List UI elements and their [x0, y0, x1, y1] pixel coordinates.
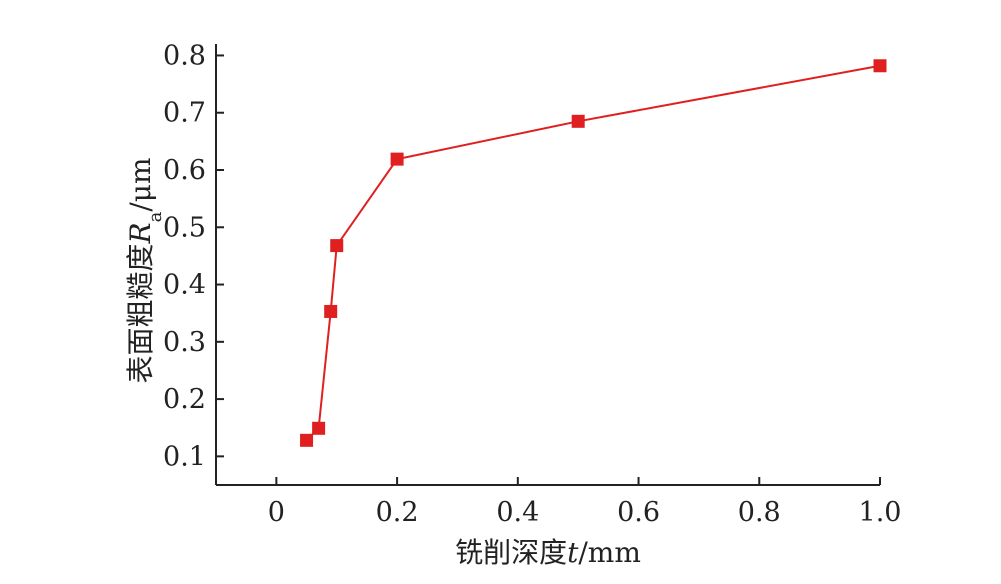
tick-labels: 0 0.2 0.4 0.6 0.8 1.0 0.1 0.2 0.3 0.4 0.5 0.6 0.7 0.8: [163, 40, 901, 528]
y-tick-label-6: 0.7: [163, 98, 206, 129]
tick-marks: [216, 54, 881, 485]
series-0-point-2: [324, 304, 338, 318]
y-tick-label-0: 0.1: [163, 441, 206, 472]
y-axis-title: 表面粗糙度Ra/μm: [124, 157, 166, 383]
x-tick-label-2: 0.4: [496, 497, 539, 528]
y-tick-label-4: 0.5: [163, 212, 206, 243]
y-axis-title-part-0: 表面粗糙度: [124, 244, 157, 384]
y-tick-label-1: 0.2: [163, 384, 206, 415]
series-0-point-4: [390, 152, 404, 166]
y-tick-label-2: 0.3: [163, 327, 206, 358]
x-tick-label-3: 0.6: [617, 497, 660, 528]
x-tick-label-0: 0: [268, 497, 285, 528]
series-0-point-6: [873, 59, 887, 73]
y-axis-title-part-3: /μm: [124, 157, 157, 211]
series-layer: [300, 59, 887, 447]
series-0-point-3: [330, 239, 344, 253]
x-tick-label-5: 1.0: [859, 497, 902, 528]
series-0-point-1: [312, 421, 326, 435]
y-axis-title-part-2: a: [145, 211, 166, 222]
x-axis-title-part-1: t: [567, 536, 579, 569]
x-axis-title: 铣削深度t/mm: [455, 536, 641, 569]
axes: [215, 44, 880, 486]
series-0-point-5: [571, 114, 585, 128]
series-0-line: [305, 64, 881, 442]
x-axis-title-part-0: 铣削深度: [455, 536, 567, 569]
series-0-point-0: [300, 433, 314, 447]
y-tick-label-5: 0.6: [163, 155, 206, 186]
x-tick-label-1: 0.2: [376, 497, 419, 528]
x-tick-label-4: 0.8: [738, 497, 781, 528]
y-tick-label-3: 0.4: [163, 270, 206, 301]
y-tick-label-7: 0.8: [163, 40, 206, 71]
y-axis-title-part-1: R: [124, 222, 157, 244]
axis-titles: 铣削深度t/mm 表面粗糙度Ra/μm: [124, 157, 641, 569]
x-axis-title-part-2: /mm: [578, 536, 641, 569]
